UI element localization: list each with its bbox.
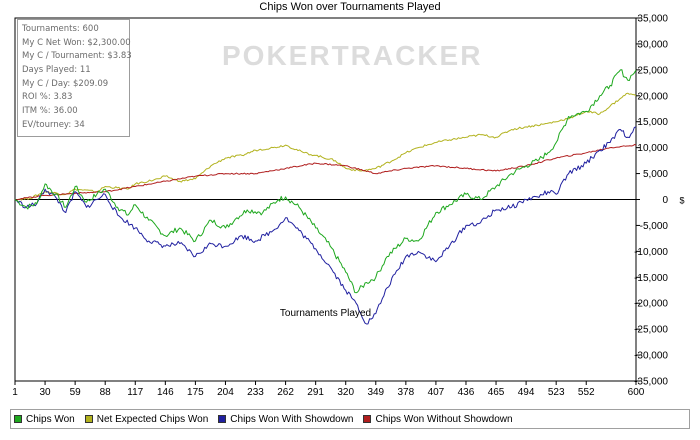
series-without-showdown: [14, 144, 637, 201]
stat-net-won: My C Net Won: $2,300.00: [22, 37, 131, 48]
y-tick-label: 15,000: [637, 117, 668, 128]
chart-title: Chips Won over Tournaments Played: [259, 1, 441, 13]
x-tick-label: 523: [548, 387, 565, 398]
x-tick-label: 1: [12, 387, 18, 398]
x-tick-label: 320: [337, 387, 354, 398]
series-net-expected: [14, 92, 637, 201]
x-tick-label: 407: [428, 387, 445, 398]
x-axis-label: Tournaments Played: [280, 308, 371, 319]
legend-label: Chips Won With Showdown: [230, 413, 354, 425]
y-tick-label: 0: [662, 195, 668, 206]
x-tick-label: 59: [70, 387, 82, 398]
legend-item-without-showdown: Chips Won Without Showdown: [363, 413, 513, 425]
stat-tournaments: Tournaments: 600: [22, 24, 99, 34]
y-tick-label: 20,000: [637, 91, 668, 102]
y-tick-label: -10,000: [634, 247, 668, 258]
x-tick-label: 204: [217, 387, 234, 398]
stat-per-tournament: My C / Tournament: $3.83: [22, 51, 132, 62]
legend-swatch: [218, 415, 227, 423]
legend-label: Chips Won Without Showdown: [375, 413, 513, 425]
x-tick-label: 30: [40, 387, 52, 398]
x-tick-label: 291: [307, 387, 324, 398]
legend-swatch: [363, 415, 372, 423]
x-tick-label: 436: [458, 387, 475, 398]
x-tick-label: 494: [518, 387, 535, 398]
x-tick-label: 233: [247, 387, 264, 398]
x-tick-label: 88: [100, 387, 112, 398]
x-tick-label: 117: [127, 387, 143, 398]
x-tick-label: 146: [157, 387, 174, 398]
y-tick-label: -35,000: [634, 377, 668, 388]
stat-days-played: Days Played: 11: [22, 65, 91, 76]
y-tick-label: 5,000: [643, 169, 668, 180]
series-chips-won: [14, 69, 637, 294]
legend-item-with-showdown: Chips Won With Showdown: [218, 414, 353, 425]
stat-ev: EV/tourney: 34: [22, 119, 85, 130]
stats-box: Tournaments: 600 My C Net Won: $2,300.00…: [17, 19, 132, 137]
stat-per-day: My C / Day: $209.09: [22, 78, 109, 89]
y-axis-label: $: [679, 196, 684, 206]
x-tick-label: 175: [187, 387, 204, 398]
y-tick-label: -5,000: [640, 221, 669, 232]
stat-roi: ROI %: 3.83: [22, 92, 73, 103]
y-tick-label: 25,000: [637, 65, 668, 76]
legend-label: Chips Won: [26, 413, 75, 425]
legend-item-net-expected: Net Expected Chips Won: [84, 413, 209, 425]
legend-swatch: [14, 415, 22, 423]
y-tick-label: 10,000: [637, 143, 668, 154]
x-tick-label: 600: [628, 387, 645, 398]
x-tick-label: 349: [367, 387, 384, 398]
legend-label: Net Expected Chips Won: [96, 413, 209, 425]
chart-legend: Chips Won Net Expected Chips Won Chips W…: [10, 409, 690, 429]
y-tick-label: -30,000: [634, 351, 668, 362]
y-tick-label: 30,000: [637, 39, 668, 50]
x-tick-label: 378: [398, 387, 415, 398]
legend-item-chips-won: Chips Won: [14, 414, 75, 425]
series-with-showdown: [14, 126, 637, 325]
legend-swatch: [84, 415, 93, 423]
y-tick-label: -15,000: [634, 273, 668, 284]
watermark-logo: POKERTRACKER: [222, 40, 483, 71]
x-tick-label: 262: [277, 387, 294, 398]
stat-itm: ITM %: 36.00: [22, 106, 78, 117]
x-tick-label: 552: [578, 387, 595, 398]
y-tick-label: -25,000: [634, 325, 668, 336]
x-tick-label: 465: [488, 387, 505, 398]
y-tick-label: 35,000: [637, 14, 668, 25]
y-tick-label: -20,000: [634, 299, 668, 310]
